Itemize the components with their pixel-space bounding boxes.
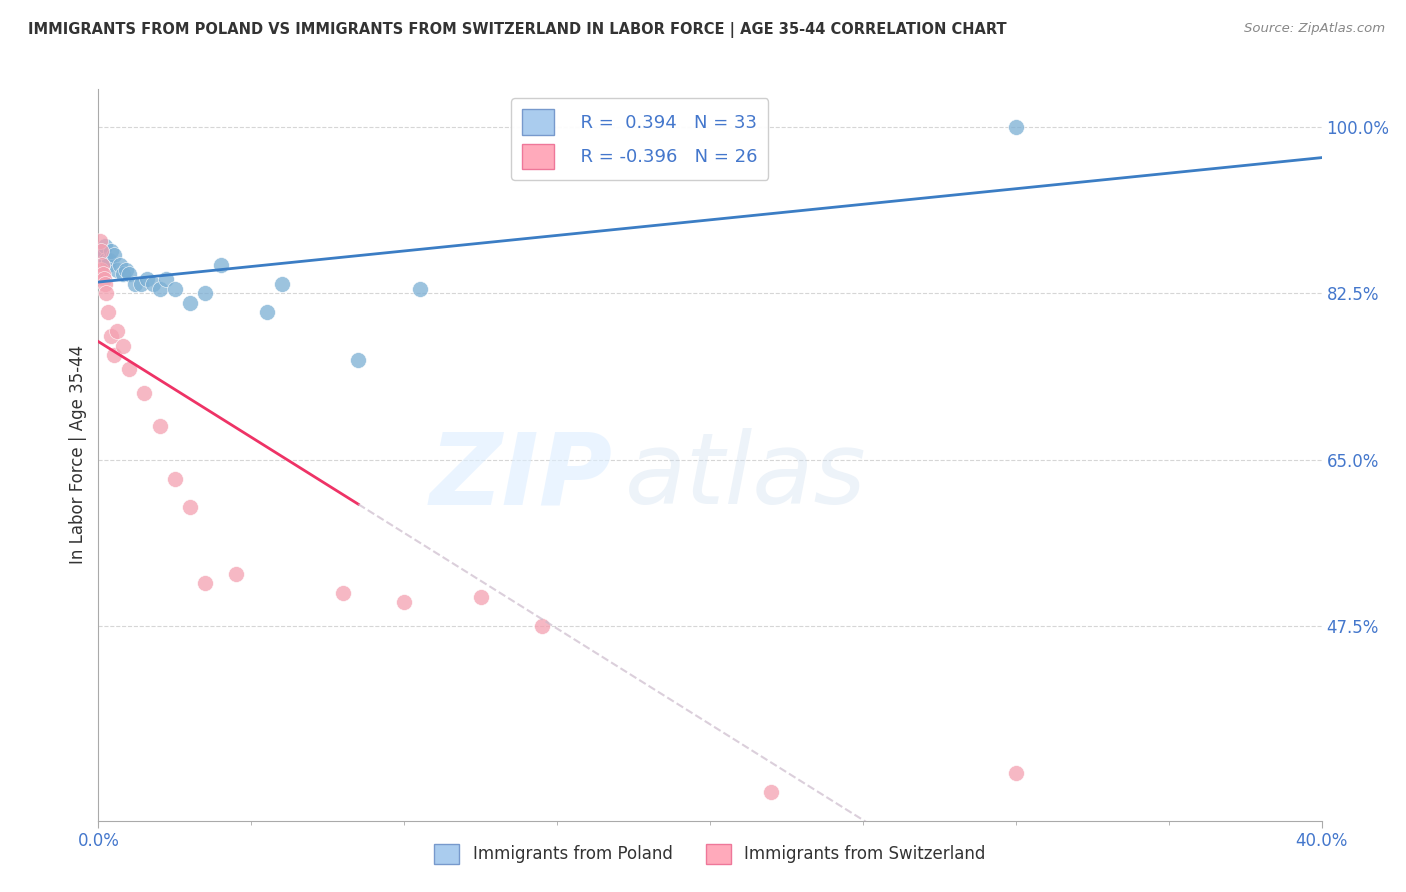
Point — [94, 253, 117, 268]
Point — [93, 277, 115, 291]
Point — [179, 296, 201, 310]
Point — [134, 386, 156, 401]
Text: atlas: atlas — [624, 428, 866, 525]
Point — [1004, 766, 1026, 780]
Text: IMMIGRANTS FROM POLAND VS IMMIGRANTS FROM SWITZERLAND IN LABOR FORCE | AGE 35-44: IMMIGRANTS FROM POLAND VS IMMIGRANTS FRO… — [28, 22, 1007, 38]
Point — [108, 258, 131, 272]
Point — [103, 348, 125, 362]
Point — [90, 244, 112, 258]
Point — [100, 329, 122, 343]
Point — [392, 595, 416, 609]
Point — [91, 258, 114, 272]
Point — [270, 277, 294, 291]
Point — [209, 258, 232, 272]
Point — [1004, 120, 1026, 135]
Point — [136, 272, 159, 286]
Point — [761, 785, 783, 799]
Y-axis label: In Labor Force | Age 35-44: In Labor Force | Age 35-44 — [69, 345, 87, 565]
Point — [93, 272, 115, 286]
Point — [90, 248, 112, 262]
Point — [111, 268, 134, 282]
Point — [91, 268, 114, 282]
Point — [97, 258, 120, 272]
Point — [256, 305, 278, 319]
Point — [89, 234, 111, 248]
Point — [194, 576, 217, 591]
Legend: Immigrants from Poland, Immigrants from Switzerland: Immigrants from Poland, Immigrants from … — [427, 838, 993, 871]
Point — [124, 277, 146, 291]
Point — [347, 353, 370, 368]
Point — [163, 282, 186, 296]
Point — [149, 419, 172, 434]
Point — [163, 472, 186, 486]
Point — [91, 244, 114, 258]
Point — [408, 282, 430, 296]
Point — [90, 262, 112, 277]
Point — [470, 591, 492, 605]
Point — [332, 585, 354, 599]
Point — [105, 325, 128, 339]
Point — [93, 239, 115, 253]
Point — [129, 277, 152, 291]
Point — [94, 286, 117, 301]
Point — [100, 244, 122, 258]
Point — [98, 253, 121, 268]
Point — [142, 277, 165, 291]
Point — [225, 566, 247, 581]
Point — [194, 286, 217, 301]
Point — [155, 272, 177, 286]
Point — [179, 500, 201, 515]
Point — [105, 262, 128, 277]
Text: ZIP: ZIP — [429, 428, 612, 525]
Point — [118, 362, 141, 376]
Point — [97, 305, 120, 319]
Point — [118, 268, 141, 282]
Text: Source: ZipAtlas.com: Source: ZipAtlas.com — [1244, 22, 1385, 36]
Point — [111, 339, 134, 353]
Point — [115, 262, 138, 277]
Point — [149, 282, 172, 296]
Point — [530, 619, 553, 633]
Point — [103, 248, 125, 262]
